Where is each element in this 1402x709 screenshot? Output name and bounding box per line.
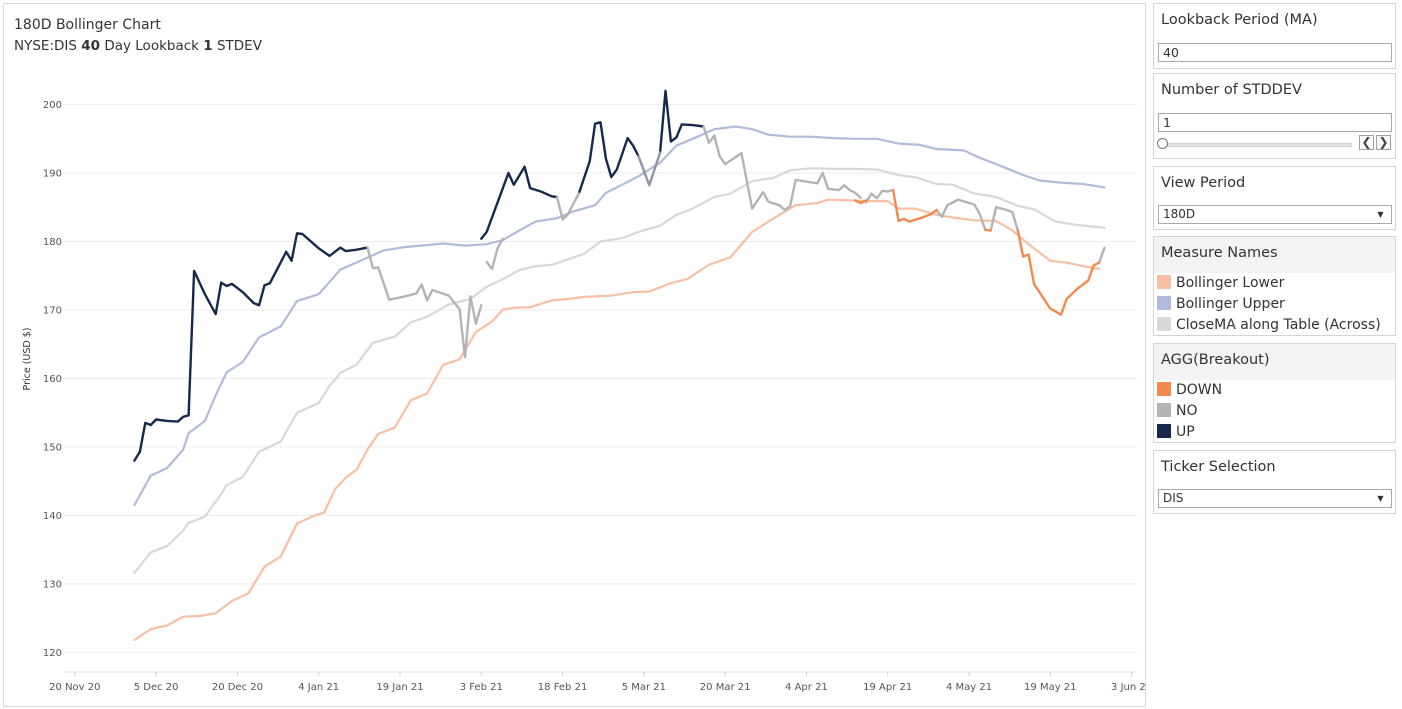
x-tick-label: 18 Feb 21 [538,682,588,693]
y-tick-label: 150 [43,442,62,453]
x-tick-label: 20 Dec 20 [212,682,263,693]
series-line-no[interactable] [366,246,483,359]
legend-item-bollinger-upper[interactable]: Bollinger Upper [1157,294,1285,314]
series-line-no[interactable] [702,125,862,212]
x-tick-label: 5 Mar 21 [622,682,666,693]
x-tick-label: 4 Apr 21 [785,682,828,693]
series-line-up[interactable] [577,121,640,195]
y-tick-label: 140 [43,511,62,522]
legend-swatch [1157,424,1171,438]
legend-swatch [1157,382,1171,396]
x-axis: 20 Nov 20 5 Dec 20 20 Dec 20 4 Jan 21 19 Jan… [49,671,1145,693]
legend-item-no[interactable]: NO [1157,401,1198,421]
series-line-no[interactable] [485,237,505,271]
series-line-up[interactable] [133,232,369,462]
series-line-bollinger-lower[interactable] [133,198,1101,642]
chevron-right-icon[interactable]: ❯ [1376,135,1391,150]
legend-item-down[interactable]: DOWN [1157,380,1222,400]
x-tick-label: 19 Apr 21 [863,682,912,693]
y-tick-label: 170 [43,305,62,316]
series-line-no[interactable] [1097,246,1106,264]
series-line-down[interactable] [984,228,992,232]
y-axis-label: Price (USD $) [22,328,33,391]
ticker-selection-title: Ticker Selection [1161,459,1276,475]
x-tick-label: 4 Jan 21 [298,682,339,693]
legend-swatch [1157,403,1171,417]
y-tick-label: 130 [43,579,62,590]
stddev-slider-track[interactable] [1160,143,1352,147]
view-period-card: View Period 180D ▼ [1153,166,1396,230]
chart-subtitle: NYSE:DIS 40 Day Lookback 1 STDEV [14,38,262,54]
lookback-period-card: Lookback Period (MA) 40 [1153,3,1396,69]
chart-panel: 180D Bollinger Chart NYSE:DIS 40 Day Loo… [3,3,1146,707]
series-line-bollinger-upper[interactable] [133,125,1106,507]
y-tick-label: 200 [43,100,62,111]
legend-swatch [1157,275,1171,289]
y-tick-label: 180 [43,237,62,248]
measure-names-legend: Measure Names Bollinger Lower Bollinger … [1153,236,1396,336]
series-line-down[interactable] [854,199,868,205]
view-period-title: View Period [1161,175,1246,191]
subtitle-suffix: STDEV [212,38,262,54]
legend-item-up[interactable]: UP [1157,422,1195,442]
series-line-up[interactable] [658,89,705,154]
lookback-period-title: Lookback Period (MA) [1161,12,1318,28]
grid-lines [64,104,1137,653]
chart-title: 180D Bollinger Chart [14,17,161,33]
y-tick-label: 190 [43,169,62,180]
breakout-legend: AGG(Breakout) DOWN NO UP [1153,343,1396,443]
dropdown-arrow-icon: ▼ [1377,494,1384,503]
x-tick-label: 4 May 21 [946,682,992,693]
x-tick-label: 19 Jan 21 [376,682,423,693]
legend-item-closema[interactable]: CloseMA along Table (Across) [1157,315,1381,335]
stddev-card: Number of STDDEV 1 ❮ ❯ [1153,73,1396,159]
series-line-down[interactable] [1016,229,1101,316]
legend-item-bollinger-lower[interactable]: Bollinger Lower [1157,273,1284,293]
subtitle-lookback-value: 40 [81,38,101,54]
lookback-period-input[interactable]: 40 [1158,43,1392,62]
breakout-title: AGG(Breakout) [1161,352,1270,368]
y-axis: 120 130 140 150 160 170 180 190 200 [43,100,62,659]
series-line-up[interactable] [480,165,559,240]
series-line-no[interactable] [989,206,1019,232]
legend-swatch [1157,296,1171,310]
x-tick-label: 20 Nov 20 [49,682,100,693]
bollinger-chart: 120 130 140 150 160 170 180 190 200 20 Nov 20 5 D… [22,89,1145,693]
series-line-no[interactable] [935,198,987,231]
chevron-left-icon[interactable]: ❮ [1359,135,1374,150]
ticker-selection-card: Ticker Selection DIS ▼ [1153,450,1396,514]
series-line-no[interactable] [637,151,662,187]
subtitle-stdev-value: 1 [203,38,213,54]
y-tick-label: 160 [43,374,62,385]
series-line-no[interactable] [864,188,895,204]
view-period-select[interactable]: 180D ▼ [1158,205,1392,224]
x-tick-label: 3 Feb 21 [460,682,503,693]
legend-swatch [1157,317,1171,331]
y-tick-label: 120 [43,648,62,659]
x-tick-label: 3 Jun 21 [1111,682,1145,693]
x-tick-label: 5 Dec 20 [134,682,179,693]
series-line-no[interactable] [555,192,580,221]
stddev-slider-thumb[interactable] [1157,138,1168,149]
stddev-title: Number of STDDEV [1161,82,1302,98]
series-line-closema-along-table-across-[interactable] [133,167,1106,574]
x-tick-label: 19 May 21 [1024,682,1076,693]
subtitle-prefix: NYSE:DIS [14,38,82,54]
subtitle-mid: Day Lookback [100,38,204,54]
ticker-value: DIS [1163,491,1184,505]
ticker-select[interactable]: DIS ▼ [1158,489,1392,508]
stddev-input[interactable]: 1 [1158,113,1392,132]
series-line-down[interactable] [891,188,938,223]
measure-names-title: Measure Names [1161,245,1278,261]
dropdown-arrow-icon: ▼ [1377,210,1384,219]
series-lines [133,89,1106,642]
view-period-value: 180D [1163,207,1196,221]
x-tick-label: 20 Mar 21 [700,682,751,693]
